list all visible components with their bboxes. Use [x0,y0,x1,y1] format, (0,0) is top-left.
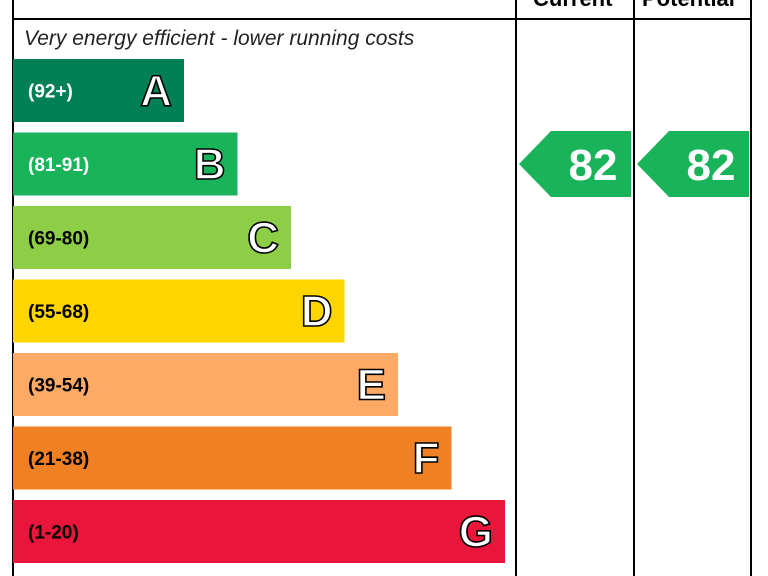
chart-caption: Very energy efficient - lower running co… [24,27,415,50]
band-range-c: (69-80) [28,229,89,250]
band-bar-g [13,500,505,563]
band-bar-b [13,132,238,196]
band-range-f: (21-38) [28,449,89,470]
current-column-header: Current [533,0,612,12]
band-bar-f [13,426,452,490]
band-letter-d: D [301,287,333,336]
band-range-b: (81-91) [28,155,89,176]
band-letter-a: A [140,67,172,116]
rating-indicators: 82 82 [519,131,749,197]
band-range-d: (55-68) [28,302,89,323]
current-rating-arrow [519,131,631,197]
band-range-g: (1-20) [28,523,79,544]
band-bar-c [13,206,291,269]
band-letter-e: E [357,361,386,410]
band-bar-a [13,59,184,122]
potential-rating-value: 82 [687,141,736,190]
potential-column-header: Potential [642,0,735,12]
rating-bands: (92+) A (81-91) B (69-80) C (55-68) D (39-54) E (2… [13,59,505,563]
band-letter-g: G [459,508,493,557]
band-bar-d [13,279,345,343]
potential-rating-arrow [637,131,749,197]
band-letter-c: C [247,214,279,263]
band-letter-b: B [194,140,226,189]
band-range-a: (92+) [28,82,73,103]
band-letter-f: F [413,434,440,483]
current-rating-value: 82 [569,141,618,190]
band-range-e: (39-54) [28,376,89,397]
band-bar-e [13,353,398,416]
